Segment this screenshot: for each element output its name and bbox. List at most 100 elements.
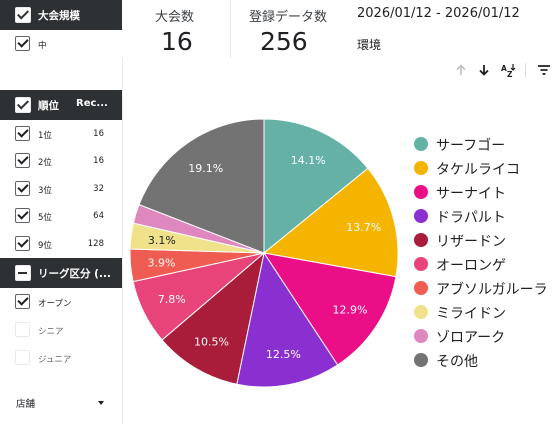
filter-icon[interactable] bbox=[536, 62, 552, 78]
pie-slice-label: 10.5% bbox=[194, 336, 229, 349]
checkbox[interactable] bbox=[15, 181, 30, 196]
legend-swatch bbox=[414, 233, 428, 247]
select-all-checkbox[interactable] bbox=[15, 97, 31, 113]
checkbox[interactable] bbox=[15, 208, 30, 223]
filter-column-header: Rec... bbox=[76, 98, 108, 109]
date-range-control[interactable]: 2026/01/12 - 2026/01/12 bbox=[357, 6, 520, 21]
filter-option-rank-1[interactable]: 1位 16 bbox=[0, 124, 122, 144]
scorecard-tournaments: 大会数 16 bbox=[122, 0, 230, 58]
store-label: 店舗 bbox=[16, 399, 36, 410]
legend-label: サーナイト bbox=[436, 186, 506, 202]
option-label: 3位 bbox=[38, 186, 52, 196]
filter-option-league-junior[interactable]: ジュニア bbox=[0, 348, 122, 368]
sort-up-icon[interactable] bbox=[453, 62, 469, 78]
pie-slice[interactable] bbox=[262, 167, 399, 278]
option-label: オープン bbox=[38, 299, 72, 309]
checkbox[interactable] bbox=[15, 236, 30, 251]
filter-option-rank-2[interactable]: 2位 16 bbox=[0, 151, 122, 171]
environment-label: 環境 bbox=[357, 38, 382, 52]
pie-slice-label: 14.1% bbox=[291, 154, 326, 167]
panel-divider bbox=[122, 58, 123, 424]
pie-slice[interactable] bbox=[263, 118, 369, 255]
select-all-checkbox[interactable] bbox=[15, 7, 31, 23]
filter-option-size-medium[interactable]: 中 bbox=[0, 34, 122, 54]
legend-label: ドラパルト bbox=[436, 210, 506, 226]
filter-header-tournament-size[interactable]: 大会規模 bbox=[0, 0, 122, 30]
option-label: シニア bbox=[38, 327, 64, 337]
sort-az-icon[interactable]: A Z bbox=[500, 62, 516, 78]
pie-slice-label: 19.1% bbox=[188, 162, 223, 175]
legend-swatch bbox=[414, 353, 428, 367]
legend-label: オーロンゲ bbox=[436, 258, 506, 274]
legend-swatch bbox=[414, 305, 428, 319]
toolbar-divider bbox=[525, 63, 526, 77]
svg-text:A: A bbox=[501, 64, 507, 73]
legend-swatch bbox=[414, 185, 428, 199]
pie-slice-label: 3.9% bbox=[147, 257, 175, 270]
pie-slices bbox=[129, 118, 399, 388]
option-label: 1位 bbox=[38, 131, 52, 141]
filter-header-league[interactable]: リーグ区分 (... bbox=[0, 258, 122, 288]
legend-swatch bbox=[414, 329, 428, 343]
store-dropdown[interactable]: 店舗 bbox=[0, 390, 122, 414]
checkbox[interactable] bbox=[15, 126, 30, 141]
scorecard-title: 登録データ数 bbox=[249, 10, 328, 25]
option-label: 2位 bbox=[38, 158, 52, 168]
option-label: 中 bbox=[38, 41, 47, 51]
pie-slice[interactable] bbox=[236, 251, 339, 388]
filter-title: 大会規模 bbox=[38, 10, 80, 22]
pie-slice-label: 3.1% bbox=[148, 234, 176, 247]
scorecard-value: 16 bbox=[161, 27, 193, 56]
filter-title: リーグ区分 (... bbox=[38, 268, 111, 280]
option-label: 5位 bbox=[38, 213, 52, 223]
filter-option-rank-3[interactable]: 3位 32 bbox=[0, 179, 122, 199]
pie-slice-label: 12.9% bbox=[332, 304, 367, 317]
legend-label: サーフゴー bbox=[436, 138, 506, 154]
filter-option-league-open[interactable]: オープン bbox=[0, 292, 122, 312]
legend-swatch bbox=[414, 257, 428, 271]
scorecard-value: 256 bbox=[260, 27, 308, 56]
filter-panel: 大会規模 中 順位 Rec... 1位 16 2位 16 3位 32 5位 64… bbox=[0, 0, 122, 424]
legend-label: その他 bbox=[436, 354, 478, 370]
filter-option-league-senior[interactable]: シニア bbox=[0, 320, 122, 340]
select-all-checkbox[interactable] bbox=[15, 265, 31, 281]
pie-slice-label: 12.5% bbox=[266, 348, 301, 361]
filter-title: 順位 bbox=[38, 100, 59, 112]
pie-chart: 14.1% 13.7% 12.9% 12.5% 10.5% 7.8% 3.9% 3.1% 19.… bbox=[129, 118, 399, 388]
checkbox[interactable] bbox=[15, 294, 30, 309]
scorecard-title: 大会数 bbox=[155, 10, 195, 25]
option-count: 16 bbox=[93, 156, 104, 166]
legend-swatch bbox=[414, 137, 428, 151]
option-count: 64 bbox=[93, 211, 104, 221]
checkbox[interactable] bbox=[15, 350, 30, 365]
legend-label: ミライドン bbox=[436, 306, 506, 322]
option-label: 9位 bbox=[38, 241, 52, 251]
pie-labels: 14.1% 13.7% 12.9% 12.5% 10.5% 7.8% 3.9% 3.1% 19.… bbox=[147, 154, 381, 361]
legend-label: ゾロアーク bbox=[436, 330, 506, 346]
pie-slice[interactable] bbox=[138, 118, 265, 254]
pie-slice[interactable] bbox=[262, 252, 397, 366]
chart-toolbar: A Z bbox=[450, 62, 555, 80]
caret-down-icon bbox=[98, 401, 104, 405]
option-count: 128 bbox=[87, 239, 104, 249]
pie-slice-label: 13.7% bbox=[346, 221, 381, 234]
legend-swatch bbox=[414, 161, 428, 175]
scorecard-entries: 登録データ数 256 bbox=[230, 0, 346, 58]
legend-swatch bbox=[414, 209, 428, 223]
option-count: 32 bbox=[93, 184, 104, 194]
filter-option-rank-5[interactable]: 5位 64 bbox=[0, 206, 122, 226]
filter-header-rank[interactable]: 順位 Rec... bbox=[0, 90, 122, 120]
legend-swatch bbox=[414, 281, 428, 295]
option-label: ジュニア bbox=[38, 355, 72, 365]
checkbox[interactable] bbox=[15, 153, 30, 168]
checkbox[interactable] bbox=[15, 322, 30, 337]
filter-option-rank-9[interactable]: 9位 128 bbox=[0, 234, 122, 254]
sort-down-icon[interactable] bbox=[476, 62, 492, 78]
svg-text:Z: Z bbox=[507, 70, 513, 78]
legend-label: リザードン bbox=[436, 234, 506, 250]
pie-slice-label: 7.8% bbox=[158, 293, 186, 306]
legend-label: アブソルガルーラ bbox=[436, 282, 548, 298]
pie-slice[interactable] bbox=[161, 251, 265, 385]
legend-label: タケルライコ bbox=[436, 162, 520, 178]
checkbox[interactable] bbox=[15, 36, 30, 51]
